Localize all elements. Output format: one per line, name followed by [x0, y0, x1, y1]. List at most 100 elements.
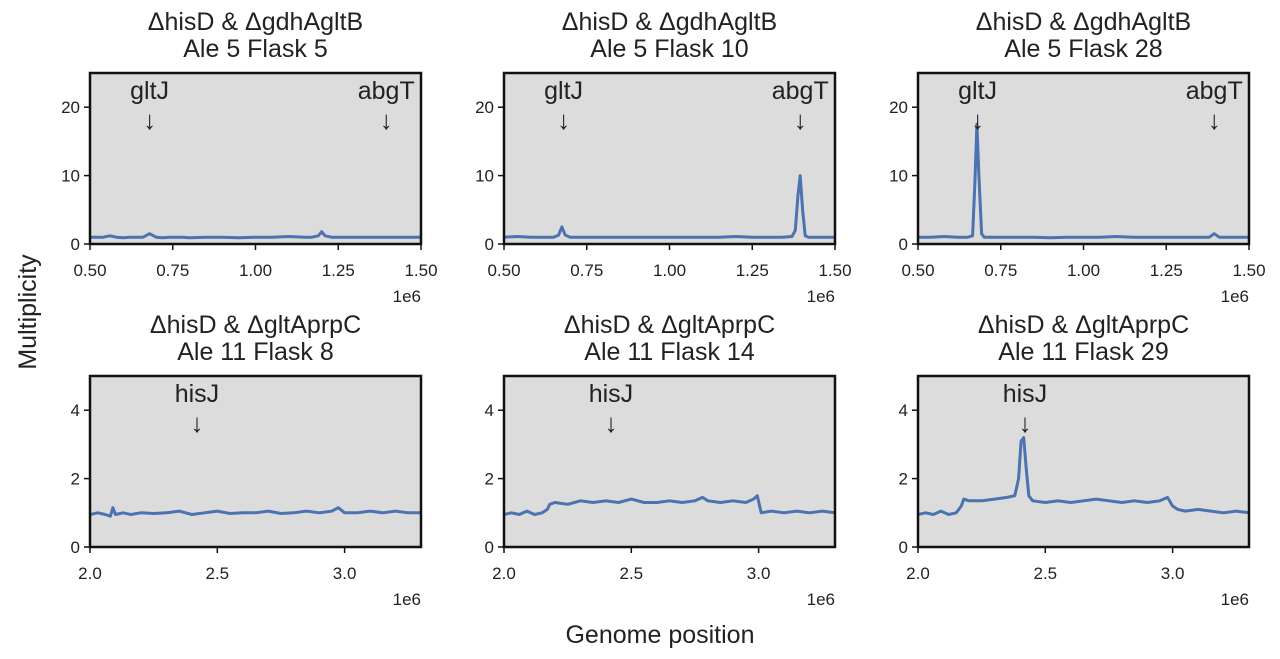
- gene-annotation-label: gltJ: [544, 77, 583, 105]
- y-tick-label: 10: [475, 167, 494, 186]
- x-tick-label: 1.00: [239, 261, 272, 280]
- y-tick-label: 0: [485, 235, 494, 254]
- x-tick-label: 1.00: [1067, 261, 1100, 280]
- x-offset-label: 1e6: [807, 590, 835, 609]
- gene-annotation-label: hisJ: [589, 380, 633, 408]
- x-tick-label: 0.75: [156, 261, 189, 280]
- y-tick-label: 10: [889, 167, 908, 186]
- gene-annotation-arrow: ↓: [143, 105, 156, 135]
- x-tick-label: 1.50: [818, 261, 851, 280]
- multiplicity-line: [90, 506, 421, 518]
- gene-annotation-label: gltJ: [958, 77, 997, 105]
- panel-title-line: ΔhisD & ΔgltAprpC: [564, 311, 775, 339]
- x-tick-label: 3.0: [333, 564, 357, 583]
- gene-annotation-label: hisJ: [1003, 380, 1047, 408]
- gene-annotation-label: abgT: [772, 77, 829, 105]
- y-tick-label: 4: [899, 401, 908, 420]
- plot-frame: [88, 374, 423, 549]
- x-axis-label: Genome position: [565, 621, 754, 649]
- x-tick-label: 0.75: [570, 261, 603, 280]
- panel-title-line: Ale 11 Flask 29: [998, 338, 1168, 366]
- x-tick-label: 0.50: [487, 261, 520, 280]
- x-tick-label: 3.0: [747, 564, 771, 583]
- x-offset-label: 1e6: [1221, 590, 1249, 609]
- x-tick-label: 0.50: [73, 261, 106, 280]
- plot-area-background: [504, 376, 835, 547]
- plot-area-background: [918, 376, 1249, 547]
- y-tick-label: 2: [485, 470, 494, 489]
- multiplicity-line: [918, 122, 1249, 240]
- y-tick-label: 10: [61, 167, 80, 186]
- gene-annotation-arrow: ↓: [604, 408, 617, 438]
- panel-title-line: Ale 5 Flask 28: [1004, 35, 1162, 63]
- gene-annotation-arrow: ↓: [190, 408, 203, 438]
- panel-title-line: Ale 5 Flask 5: [183, 35, 328, 63]
- panel-title-line: Ale 11 Flask 8: [177, 338, 334, 366]
- x-tick-label: 3.0: [1161, 564, 1185, 583]
- panel-title-line: ΔhisD & ΔgdhAgltB: [562, 8, 777, 36]
- y-tick-label: 20: [61, 98, 80, 117]
- x-tick-label: 2.0: [78, 564, 102, 583]
- y-tick-label: 0: [899, 538, 908, 557]
- multiplicity-line: [504, 494, 835, 516]
- gene-annotation-label: hisJ: [175, 380, 219, 408]
- gene-annotation-arrow: ↓: [1018, 408, 1031, 438]
- y-tick-label: 2: [899, 470, 908, 489]
- gene-annotation-arrow: ↓: [380, 105, 393, 135]
- panel-title-line: ΔhisD & ΔgdhAgltB: [148, 8, 363, 36]
- multiplicity-line: [504, 174, 835, 239]
- y-axis-label: Multiplicity: [14, 254, 42, 370]
- x-tick-label: 2.5: [1033, 564, 1057, 583]
- y-tick-label: 2: [71, 470, 80, 489]
- y-tick-label: 4: [71, 401, 80, 420]
- x-tick-label: 2.5: [619, 564, 643, 583]
- x-tick-label: 1.25: [322, 261, 355, 280]
- panel-title-line: ΔhisD & ΔgdhAgltB: [976, 8, 1191, 36]
- panel-title-line: ΔhisD & ΔgltAprpC: [978, 311, 1189, 339]
- gene-annotation-arrow: ↓: [557, 105, 570, 135]
- x-tick-label: 0.75: [984, 261, 1017, 280]
- plot-frame: [916, 374, 1251, 549]
- y-tick-label: 4: [485, 401, 494, 420]
- x-tick-label: 2.0: [906, 564, 930, 583]
- x-offset-label: 1e6: [393, 287, 421, 306]
- x-tick-label: 2.0: [492, 564, 516, 583]
- plot-area-background: [90, 73, 421, 244]
- plot-area-background: [90, 376, 421, 547]
- x-offset-label: 1e6: [393, 590, 421, 609]
- gene-annotation-arrow: ↓: [1208, 105, 1221, 135]
- multiplicity-line: [918, 436, 1249, 516]
- y-tick-label: 20: [475, 98, 494, 117]
- gene-annotation-label: abgT: [1186, 77, 1243, 105]
- gene-annotation-arrow: ↓: [971, 105, 984, 135]
- gene-annotation-label: abgT: [358, 77, 415, 105]
- panel-title-line: ΔhisD & ΔgltAprpC: [150, 311, 361, 339]
- x-tick-label: 1.00: [653, 261, 686, 280]
- gene-annotation-arrow: ↓: [794, 105, 807, 135]
- y-tick-label: 0: [485, 538, 494, 557]
- plot-frame: [502, 374, 837, 549]
- panel-title-line: Ale 11 Flask 14: [584, 338, 755, 366]
- x-tick-label: 1.25: [736, 261, 769, 280]
- gene-annotation-label: gltJ: [130, 77, 169, 105]
- y-tick-label: 20: [889, 98, 908, 117]
- panel-title-line: Ale 5 Flask 10: [590, 35, 748, 63]
- x-offset-label: 1e6: [1221, 287, 1249, 306]
- plot-area-background: [504, 73, 835, 244]
- y-tick-label: 0: [899, 235, 908, 254]
- y-tick-label: 0: [71, 235, 80, 254]
- x-offset-label: 1e6: [807, 287, 835, 306]
- x-tick-label: 0.50: [901, 261, 934, 280]
- x-tick-label: 1.25: [1150, 261, 1183, 280]
- y-tick-label: 0: [71, 538, 80, 557]
- x-tick-label: 2.5: [205, 564, 229, 583]
- multiplicity-line: [90, 230, 421, 240]
